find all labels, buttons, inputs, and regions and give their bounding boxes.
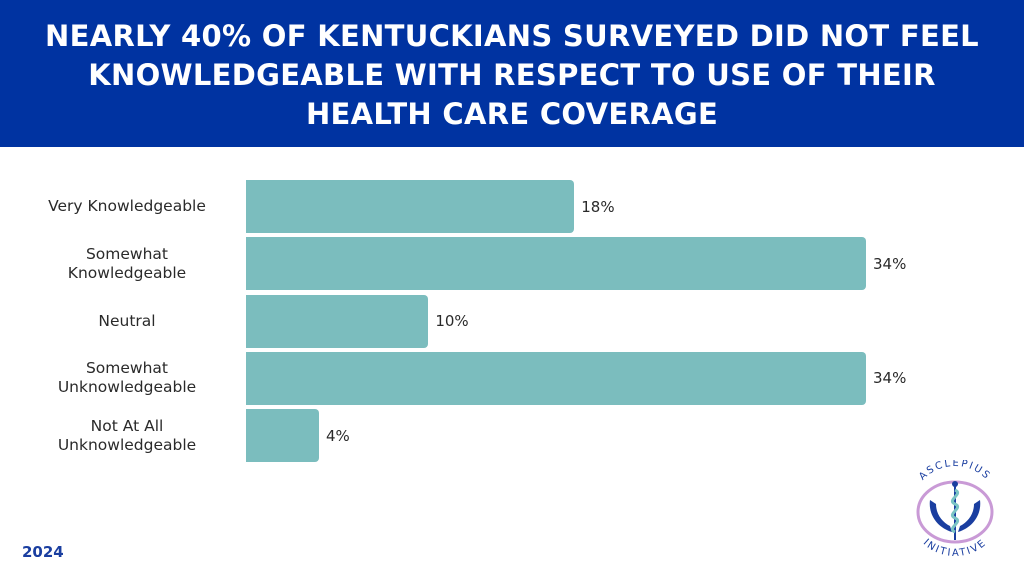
category-label-line: Not At All: [90, 416, 164, 435]
category-label-text: Somewhat Unknowledgeable: [58, 359, 196, 397]
category-label-line: Knowledgeable: [67, 263, 187, 282]
svg-text:INITIATIVE: INITIATIVE: [921, 537, 989, 559]
category-label-text: Very Knowledgeable: [48, 197, 206, 216]
serpent-icon: [950, 488, 960, 534]
title-banner: NEARLY 40% OF KENTUCKIANS SURVEYED DID N…: [0, 0, 1024, 147]
logo-bottom-text: INITIATIVE: [921, 537, 987, 559]
svg-text:ASCLEPIUS: ASCLEPIUS: [917, 460, 993, 483]
left-hand-icon: [929, 500, 952, 532]
bar: [246, 294, 429, 348]
bar: [246, 237, 866, 291]
value-label: 10%: [435, 312, 469, 331]
category-label: Very Knowledgeable: [22, 180, 232, 233]
category-label-text: Somewhat Knowledgeable: [68, 245, 186, 283]
right-hand-icon: [958, 500, 981, 532]
category-label: Somewhat Unknowledgeable: [22, 352, 232, 405]
category-label: Neutral: [22, 295, 232, 348]
category-label-line: Unknowledgeable: [57, 435, 197, 454]
value-label: 4%: [325, 426, 350, 445]
value-label: 34%: [873, 254, 907, 273]
category-label-line: Unknowledgeable: [57, 378, 197, 397]
category-label: Not At All Unknowledgeable: [22, 409, 232, 462]
category-label-text: Not At All Unknowledgeable: [58, 417, 196, 455]
category-label-line: Neutral: [98, 311, 156, 330]
asclepius-initiative-logo: ASCLEPIUS INITIATIVE: [916, 460, 994, 559]
logo-top-text: ASCLEPIUS: [917, 460, 991, 483]
category-label-line: Somewhat: [85, 244, 169, 263]
category-label-line: Somewhat: [85, 359, 169, 378]
value-label: 34%: [873, 369, 907, 388]
value-label: 18%: [581, 197, 615, 216]
bar: [246, 180, 575, 233]
category-label: Somewhat Knowledgeable: [22, 237, 232, 290]
category-label-line: Very Knowledgeable: [48, 197, 206, 215]
bar: [246, 351, 866, 405]
year-label: 2024: [22, 543, 64, 561]
bar: [246, 409, 319, 463]
chart-title: NEARLY 40% OF KENTUCKIANS SURVEYED DID N…: [45, 19, 979, 131]
category-label-text: Neutral: [98, 312, 155, 331]
